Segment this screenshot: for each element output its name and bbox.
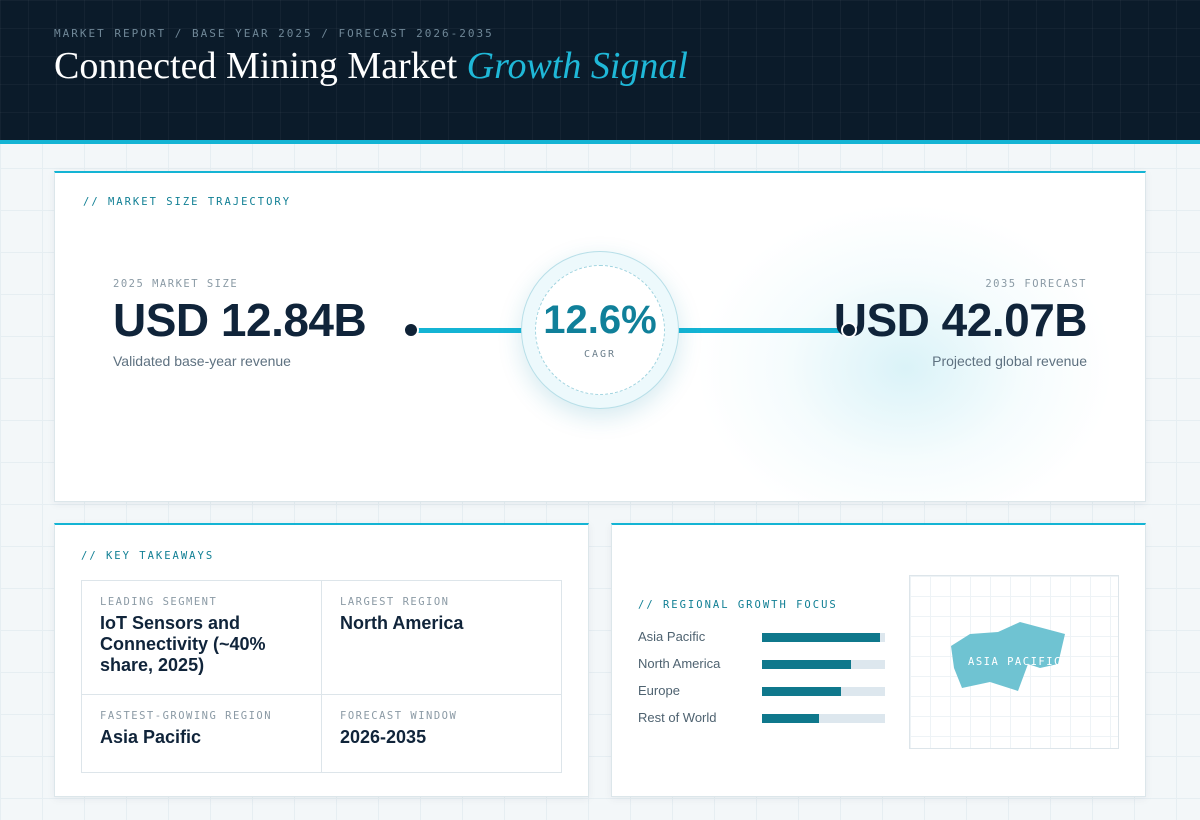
- cagr-label: CAGR: [583, 349, 617, 360]
- title-main: Connected Mining Market: [54, 45, 458, 87]
- forecast-description: Projected global revenue: [932, 353, 1087, 369]
- region-bar-track: [762, 633, 885, 642]
- breadcrumb: MARKET REPORT / BASE YEAR 2025 / FORECAS…: [54, 27, 494, 40]
- region-row: Asia Pacific: [638, 629, 888, 645]
- grid-divider-vertical: [321, 581, 322, 772]
- region-row: North America: [638, 656, 888, 672]
- takeaway-forecast-window: FORECAST WINDOW 2026-2035: [340, 710, 550, 748]
- takeaway-value: 2026-2035: [340, 727, 427, 747]
- start-point-dot: [403, 322, 419, 338]
- region-bar-fill: [762, 633, 881, 642]
- base-year-description: Validated base-year revenue: [113, 353, 291, 369]
- end-point-dot: [841, 322, 857, 338]
- region-name: Asia Pacific: [638, 629, 706, 644]
- asia-pacific-map: ASIA PACIFIC: [909, 575, 1119, 749]
- market-size-trajectory-card: // MARKET SIZE TRAJECTORY 2025 MARKET SI…: [54, 171, 1146, 502]
- regional-card-label: // REGIONAL GROWTH FOCUS: [638, 599, 838, 611]
- region-bar-fill: [762, 660, 851, 669]
- page-title: Connected Mining Market Growth Signal: [54, 44, 688, 88]
- takeaways-grid: LEADING SEGMENT IoT Sensors and Connecti…: [81, 580, 562, 773]
- region-bar-track: [762, 714, 885, 723]
- base-year-label: 2025 MARKET SIZE: [113, 278, 239, 290]
- cagr-badge: 12.6% CAGR: [521, 251, 679, 409]
- trajectory-card-label: // MARKET SIZE TRAJECTORY: [83, 196, 292, 208]
- base-year-value: USD 12.84B: [113, 294, 367, 346]
- key-takeaways-card: // KEY TAKEAWAYS LEADING SEGMENT IoT Sen…: [54, 523, 589, 797]
- title-accent: Growth Signal: [466, 45, 688, 87]
- takeaway-fastest-growing-region: FASTEST-GROWING REGION Asia Pacific: [100, 710, 310, 748]
- region-name: North America: [638, 656, 721, 671]
- report-header: MARKET REPORT / BASE YEAR 2025 / FORECAS…: [0, 0, 1200, 144]
- takeaways-card-label: // KEY TAKEAWAYS: [81, 550, 215, 562]
- region-name: Rest of World: [638, 710, 717, 725]
- takeaway-value: IoT Sensors and Connectivity (~40% share…: [100, 613, 266, 675]
- forecast-value: USD 42.07B: [833, 294, 1088, 346]
- region-row: Rest of World: [638, 710, 888, 726]
- region-name: Europe: [638, 683, 680, 698]
- region-row: Europe: [638, 683, 888, 699]
- map-region-label: ASIA PACIFIC: [968, 656, 1062, 668]
- region-bar-track: [762, 687, 885, 696]
- takeaway-label: LEADING SEGMENT: [100, 596, 218, 608]
- takeaway-value: North America: [340, 613, 464, 633]
- region-shape-icon: [951, 622, 1065, 691]
- background-glow: [695, 203, 1115, 501]
- forecast-label: 2035 FORECAST: [985, 278, 1087, 290]
- takeaway-label: LARGEST REGION: [340, 596, 450, 608]
- takeaway-largest-region: LARGEST REGION North America: [340, 596, 550, 634]
- region-bar-track: [762, 660, 885, 669]
- region-bar-fill: [762, 714, 819, 723]
- takeaway-label: FASTEST-GROWING REGION: [100, 710, 273, 722]
- grid-divider-horizontal: [82, 694, 561, 695]
- takeaway-value: Asia Pacific: [100, 727, 202, 747]
- cagr-value: 12.6%: [543, 298, 657, 342]
- cagr-inner-ring: [535, 265, 665, 395]
- region-bar-fill: [762, 687, 841, 696]
- takeaway-leading-segment: LEADING SEGMENT IoT Sensors and Connecti…: [100, 596, 300, 676]
- regional-growth-card: // REGIONAL GROWTH FOCUS Asia Pacific No…: [611, 523, 1146, 797]
- takeaway-label: FORECAST WINDOW: [340, 710, 458, 722]
